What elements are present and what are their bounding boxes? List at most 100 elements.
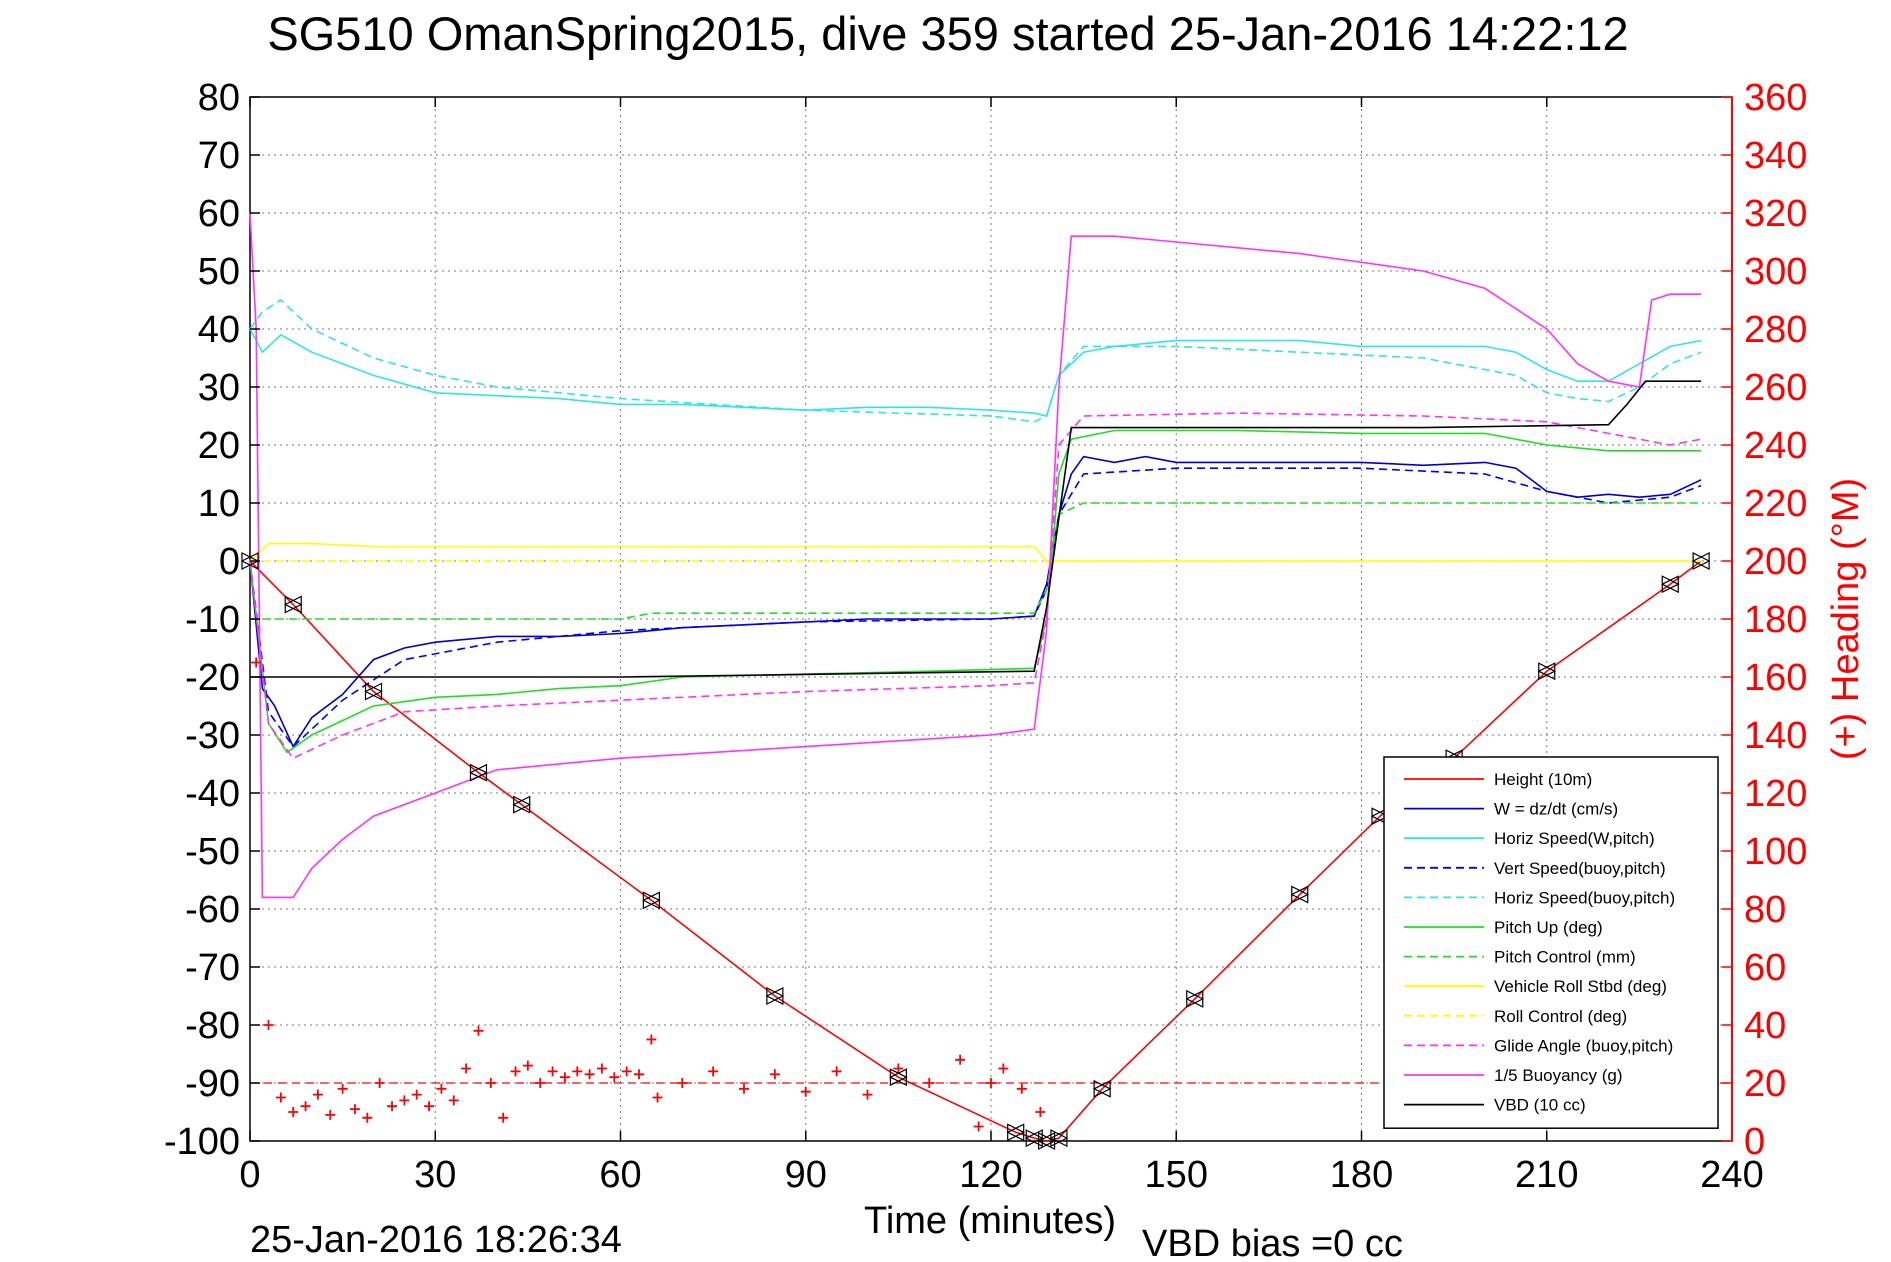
heading-point	[646, 1034, 657, 1045]
height-marker	[512, 795, 532, 814]
series-vbd	[250, 380, 1702, 678]
heading-point	[652, 1092, 663, 1103]
height-marker	[1691, 552, 1711, 570]
y-tick-label: -50	[185, 831, 240, 873]
y-tick-label: -60	[185, 889, 240, 931]
height-marker	[1185, 989, 1205, 1008]
x-tick-label: 210	[1515, 1154, 1578, 1196]
height-marker	[889, 1068, 908, 1087]
y-axis-right: 3603403203002802602402202001801601401201…	[1722, 77, 1807, 1163]
series-horiz_w	[249, 328, 1702, 417]
x-tick-label: 30	[414, 1154, 456, 1196]
series-pitch_up	[249, 429, 1702, 754]
height-marker	[469, 763, 488, 782]
y-tick-label: 60	[198, 193, 240, 235]
legend-label: Vert Speed(buoy,pitch)	[1494, 859, 1666, 878]
legend-label: Horiz Speed(buoy,pitch)	[1494, 888, 1675, 907]
y2-tick-label: 360	[1744, 77, 1807, 119]
series-buoyancy	[249, 212, 1702, 899]
height-marker	[1037, 1132, 1056, 1150]
heading-point	[1035, 1107, 1046, 1117]
y2-tick-label: 100	[1744, 831, 1807, 873]
legend-label: VBD (10 cc)	[1494, 1096, 1586, 1115]
heading-point	[862, 1089, 873, 1100]
y-tick-label: -20	[185, 657, 240, 699]
height-marker	[1006, 1123, 1026, 1142]
legend-box	[1383, 756, 1719, 1129]
heading-point	[973, 1121, 984, 1132]
height-markers	[240, 552, 1711, 1150]
y-tick-label: -80	[185, 1005, 240, 1047]
x-tick-label: 0	[239, 1154, 260, 1196]
y2-tick-label: 160	[1744, 657, 1807, 699]
legend: Height (10m) W = dz/dt (cm/s) Horiz Speed(…	[1383, 756, 1719, 1129]
heading-point	[473, 1025, 484, 1036]
y2-tick-label: 260	[1744, 367, 1807, 409]
heading-point	[424, 1101, 435, 1112]
legend-label: Glide Angle (buoy,pitch)	[1494, 1036, 1673, 1055]
y-tick-label: 30	[198, 367, 240, 409]
legend-label: Horiz Speed(W,pitch)	[1494, 829, 1655, 848]
heading-point	[374, 1078, 385, 1088]
y-axis-left: 80 70 60 50 40 30 20 10 0 -10 -20 -30 -40 -50 -60 -70 -8…	[164, 77, 260, 1163]
heading-point	[609, 1072, 620, 1083]
heading-point	[800, 1086, 811, 1097]
heading-point	[436, 1083, 447, 1094]
heading-point	[769, 1069, 780, 1080]
y-tick-label: 40	[198, 309, 240, 351]
heading-point	[461, 1063, 472, 1074]
heading-point	[547, 1066, 558, 1077]
heading-point	[831, 1066, 842, 1077]
y2-tick-label: 20	[1744, 1063, 1786, 1105]
footer-timestamp: 25-Jan-2016 18:26:34	[250, 1219, 622, 1261]
heading-point	[263, 1020, 274, 1030]
heading-point	[288, 1107, 299, 1117]
chart-title: SG510 OmanSpring2015, dive 359 started 2…	[267, 7, 1628, 60]
heading-point	[485, 1078, 496, 1088]
heading-point	[955, 1054, 966, 1065]
y-tick-label: -90	[185, 1063, 240, 1105]
y2-tick-label: 220	[1744, 483, 1807, 525]
y2-tick-label: 40	[1744, 1005, 1786, 1047]
heading-point	[300, 1101, 311, 1112]
y2-tick-label: 280	[1744, 309, 1807, 351]
y2-tick-label: 120	[1744, 773, 1807, 815]
height-marker	[765, 987, 785, 1005]
height-marker	[1092, 1079, 1112, 1098]
y-tick-label: 10	[198, 483, 240, 525]
y2-tick-label: 140	[1744, 715, 1807, 757]
legend-label: Pitch Control (mm)	[1494, 948, 1636, 967]
y2-tick-label: 0	[1744, 1121, 1765, 1163]
y-tick-label: 50	[198, 251, 240, 293]
heading-point	[893, 1063, 904, 1074]
height-marker	[1537, 662, 1557, 681]
y-tick-label: -70	[185, 947, 240, 989]
series-glide	[249, 412, 1702, 760]
heading-point	[998, 1063, 1009, 1074]
heading-point	[275, 1092, 286, 1103]
footer-vbd-bias: VBD bias =0 cc	[1142, 1223, 1403, 1262]
heading-point	[986, 1078, 996, 1088]
heading-point	[498, 1112, 509, 1123]
legend-label: Pitch Up (deg)	[1494, 918, 1603, 937]
heading-point	[510, 1066, 521, 1077]
x-tick-label: 120	[959, 1154, 1022, 1196]
series-vert_buoy	[249, 467, 1702, 748]
heading-point	[399, 1095, 410, 1106]
series-w	[249, 455, 1702, 749]
heading-point	[362, 1112, 373, 1123]
height-marker	[642, 891, 661, 910]
heading-point	[634, 1069, 645, 1080]
y-tick-label: 0	[219, 541, 240, 583]
heading-point	[677, 1078, 688, 1088]
legend-label: W = dz/dt (cm/s)	[1494, 800, 1618, 819]
heading-point	[312, 1089, 323, 1100]
series-pitch_control	[250, 502, 1702, 620]
y-tick-label: 70	[198, 135, 240, 177]
legend-label: 1/5 Buoyancy (g)	[1494, 1066, 1623, 1085]
x-tick-label: 60	[599, 1154, 641, 1196]
x-tick-label: 150	[1145, 1154, 1208, 1196]
heading-point	[739, 1083, 749, 1094]
heading-point	[559, 1072, 570, 1083]
